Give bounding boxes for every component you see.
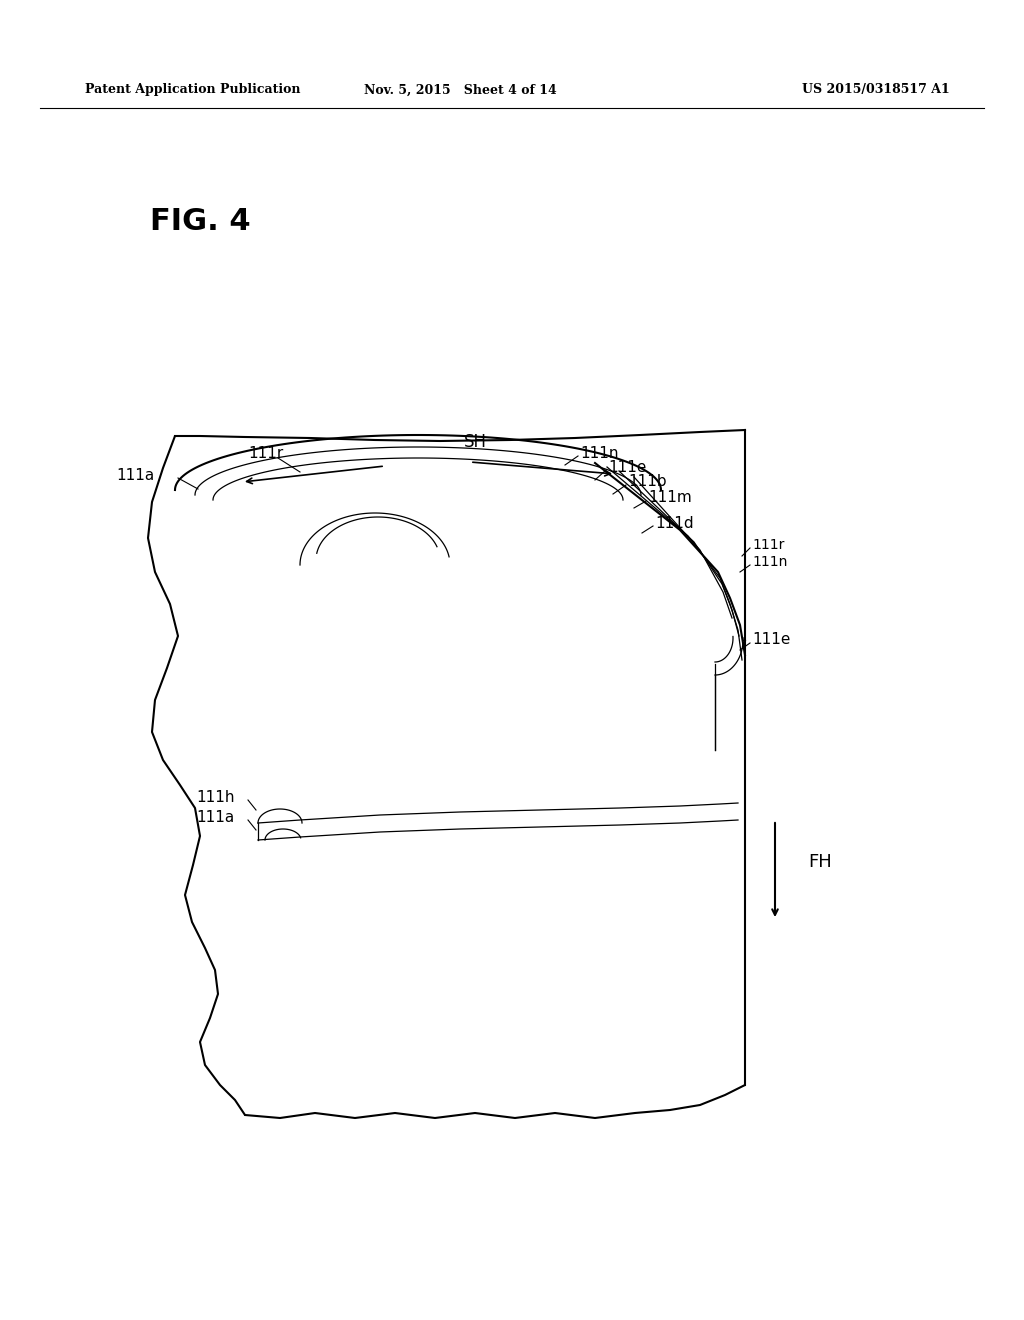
Text: 111b: 111b [628,474,667,490]
Text: 111e: 111e [608,459,646,474]
Text: 111e: 111e [752,632,791,648]
Text: 111n: 111n [752,554,787,569]
Text: FH: FH [808,853,831,871]
Text: 111d: 111d [655,516,693,531]
Text: Patent Application Publication: Patent Application Publication [85,83,300,96]
Text: US 2015/0318517 A1: US 2015/0318517 A1 [802,83,950,96]
Text: 111a: 111a [196,809,234,825]
Text: 111r: 111r [248,446,284,462]
Text: 111h: 111h [196,789,234,804]
Text: SH: SH [464,433,486,451]
Text: 111a: 111a [117,467,155,483]
Text: 111n: 111n [580,446,618,461]
Text: 111r: 111r [752,539,784,552]
Text: FIG. 4: FIG. 4 [150,207,251,236]
Text: 111m: 111m [648,491,692,506]
Text: Nov. 5, 2015   Sheet 4 of 14: Nov. 5, 2015 Sheet 4 of 14 [364,83,556,96]
